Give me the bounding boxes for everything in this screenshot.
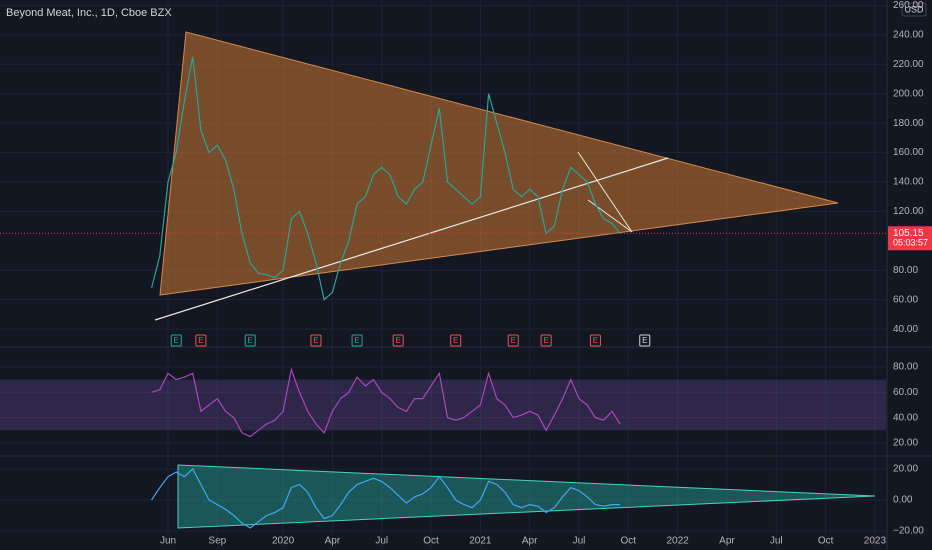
y-tick-label: 60.00 (893, 294, 918, 305)
last-price-label: 105.15 (893, 228, 924, 239)
y-tick-label: 260.00 (893, 0, 924, 11)
wedge-line (587, 199, 633, 233)
x-tick-label: Oct (818, 536, 834, 547)
series-line (151, 468, 621, 529)
earnings-label: E (248, 336, 253, 345)
x-tick-label: 2021 (469, 536, 492, 547)
y-tick-label: 40.00 (893, 324, 918, 335)
earnings-marker (450, 334, 462, 347)
y-tick-label: 40.00 (893, 412, 918, 423)
earnings-marker (351, 334, 363, 347)
y-tick-label: 180.00 (893, 118, 924, 129)
earnings-marker (507, 334, 519, 347)
unit-label: USD (904, 4, 924, 14)
x-tick-label: Jul (375, 536, 388, 547)
earnings-label: E (543, 336, 548, 345)
x-tick-label: 2023 (864, 536, 887, 547)
oscillator-triangle (177, 464, 876, 529)
x-tick-label: 2020 (272, 536, 295, 547)
x-tick-label: Apr (522, 536, 538, 547)
earnings-label: E (174, 336, 179, 345)
earnings-marker (310, 334, 322, 347)
y-tick-label: 140.00 (893, 177, 924, 188)
earnings-marker (639, 334, 651, 347)
earnings-label: E (354, 336, 359, 345)
earnings-marker (392, 334, 404, 347)
earnings-label: E (511, 336, 516, 345)
earnings-label: E (313, 336, 318, 345)
y-tick-label: 20.00 (893, 438, 918, 449)
y-tick-label: 240.00 (893, 30, 924, 41)
earnings-marker (589, 334, 601, 347)
y-tick-label: 160.00 (893, 147, 924, 158)
x-tick-label: Oct (423, 536, 439, 547)
earnings-label: E (453, 336, 458, 345)
wedge-line (577, 151, 633, 233)
x-tick-label: 2022 (667, 536, 690, 547)
y-tick-label: 0.00 (893, 495, 913, 506)
earnings-marker (170, 334, 182, 347)
y-tick-label: 220.00 (893, 59, 924, 70)
y-tick-label: 60.00 (893, 387, 918, 398)
y-tick-label: −20.00 (893, 526, 924, 537)
x-tick-label: Oct (621, 536, 637, 547)
last-price-tag (888, 226, 932, 251)
marks (0, 56, 886, 529)
earnings-marker (244, 334, 256, 347)
series-line (151, 56, 621, 301)
rsi-band (0, 379, 886, 431)
chart-title: Beyond Meat, Inc., 1D, Cboe BZX (6, 7, 172, 19)
series-line (151, 367, 621, 438)
earnings-marker (540, 334, 552, 347)
earnings-marker (195, 334, 207, 347)
x-tick-label: Jun (160, 536, 176, 547)
y-tick-label: 120.00 (893, 206, 924, 217)
x-tick-label: Apr (325, 536, 341, 547)
triangle-drawing (159, 31, 839, 296)
earnings-label: E (395, 336, 400, 345)
countdown-label: 05:03:57 (893, 238, 928, 248)
x-tick-label: Jul (573, 536, 586, 547)
x-tick-label: Jul (770, 536, 783, 547)
unit-box (901, 2, 927, 17)
earnings-label: E (642, 336, 647, 345)
y-tick-label: 80.00 (893, 265, 918, 276)
earnings-label: E (593, 336, 598, 345)
y-tick-label: 80.00 (893, 362, 918, 373)
y-tick-label: 200.00 (893, 88, 924, 99)
x-tick-label: Apr (719, 536, 735, 547)
grid (0, 0, 886, 548)
earnings-label: E (198, 336, 203, 345)
y-tick-label: 20.00 (893, 464, 918, 475)
trendline (154, 157, 669, 321)
x-tick-label: Sep (208, 536, 226, 547)
